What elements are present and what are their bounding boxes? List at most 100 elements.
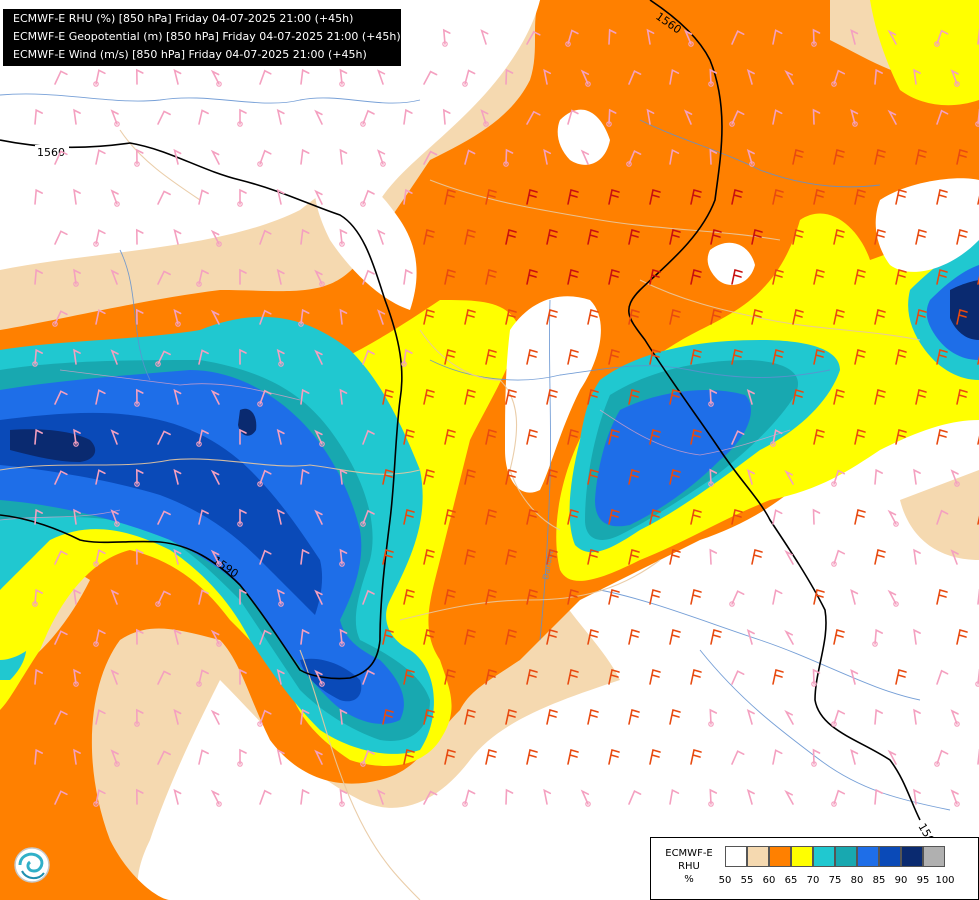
wind-barb [772, 29, 783, 45]
calm-wind-marker [360, 761, 366, 767]
wind-barb [854, 348, 866, 365]
calm-wind-marker [134, 401, 140, 407]
legend-swatch [747, 846, 769, 867]
wind-barb [887, 589, 897, 605]
wind-barb [915, 308, 927, 325]
wind-barb [751, 308, 763, 325]
wind-barb [546, 548, 558, 565]
wind-barb [887, 109, 897, 125]
wind-barb [239, 588, 247, 605]
calm-wind-marker [257, 401, 263, 407]
wind-barb [259, 309, 272, 325]
wind-barb [198, 589, 209, 605]
wind-barb [95, 549, 106, 565]
calm-wind-marker [380, 161, 386, 167]
wind-barb [913, 708, 921, 725]
wind-barb [812, 668, 821, 685]
wind-barb [505, 68, 514, 85]
wind-barb [173, 308, 182, 325]
wind-barb [339, 468, 348, 485]
wind-barb [239, 748, 247, 765]
wind-barb [403, 748, 415, 765]
wind-barb [34, 748, 43, 765]
wind-barb [464, 228, 476, 245]
wind-barb [567, 348, 579, 365]
calm-wind-marker [708, 801, 714, 807]
wind-barb [95, 69, 106, 85]
wind-barb [746, 628, 755, 645]
wind-barb [276, 748, 285, 765]
wind-barb [300, 788, 310, 805]
wind-barb [567, 268, 579, 285]
wind-barb [210, 309, 220, 325]
wind-barb [34, 428, 43, 445]
wind-barb [276, 268, 285, 285]
wind-barb [110, 589, 119, 605]
wind-barb [587, 708, 599, 725]
wind-barb [874, 148, 886, 165]
wind-barb [950, 69, 959, 85]
wind-barb [710, 228, 722, 245]
calm-wind-marker [954, 721, 960, 727]
legend-variable: RHU [678, 861, 700, 872]
wind-barb [110, 749, 119, 765]
wind-barb [669, 228, 681, 245]
wind-barb [403, 188, 413, 205]
wind-barb [567, 588, 579, 605]
wind-barb [746, 388, 755, 405]
calm-wind-marker [114, 201, 120, 207]
legend-swatch [923, 846, 945, 867]
wind-barb [173, 708, 182, 725]
wind-barb [833, 789, 846, 805]
wind-barb [772, 668, 784, 685]
calm-wind-marker [831, 561, 837, 567]
wind-barb [792, 148, 804, 165]
calm-wind-marker [257, 481, 263, 487]
calm-wind-marker [770, 441, 776, 447]
wind-barb [567, 109, 579, 125]
calm-wind-marker [831, 481, 837, 487]
wind-barb [690, 348, 702, 365]
legend-swatches [725, 846, 945, 867]
calm-wind-marker [196, 681, 202, 687]
wind-barb [239, 108, 247, 125]
calm-wind-marker [114, 121, 120, 127]
legend-swatch [791, 846, 813, 867]
wind-barb [833, 709, 846, 725]
wind-barb [854, 428, 866, 445]
wind-barb [198, 349, 209, 365]
wind-barb [812, 108, 821, 125]
wind-barb [936, 669, 949, 685]
swirl-logo-icon [14, 847, 50, 883]
wind-barb [73, 108, 81, 125]
wind-barb [339, 628, 348, 645]
calm-wind-marker [278, 361, 284, 367]
calm-wind-marker [831, 81, 837, 87]
wind-barb [608, 588, 620, 605]
wind-barb [812, 508, 821, 525]
wind-barb [850, 748, 859, 765]
calm-wind-marker [52, 321, 58, 327]
wind-barb [444, 748, 456, 765]
calm-wind-marker [134, 721, 140, 727]
title-rhu: ECMWF-E RHU (%) [850 hPa] Friday 04-07-2… [13, 12, 354, 25]
wind-barb [526, 588, 538, 605]
wind-barb [135, 628, 144, 645]
wind-barb [54, 150, 68, 165]
wind-barb [34, 268, 43, 285]
wind-barb [956, 388, 968, 405]
wind-barb [731, 30, 745, 45]
wind-barb [751, 228, 763, 245]
wind-barbs [32, 28, 979, 807]
wind-barb [913, 68, 921, 85]
wind-barb [833, 308, 845, 325]
map-title-box: ECMWF-E RHU (%) [850 hPa] Friday 04-07-2… [3, 9, 401, 66]
wind-barb [731, 508, 743, 525]
calm-wind-marker [319, 281, 325, 287]
legend-swatch [901, 846, 923, 867]
wind-barb [526, 30, 541, 45]
wind-barb [936, 188, 948, 205]
wind-barb [854, 188, 866, 205]
wind-barb [895, 268, 907, 285]
